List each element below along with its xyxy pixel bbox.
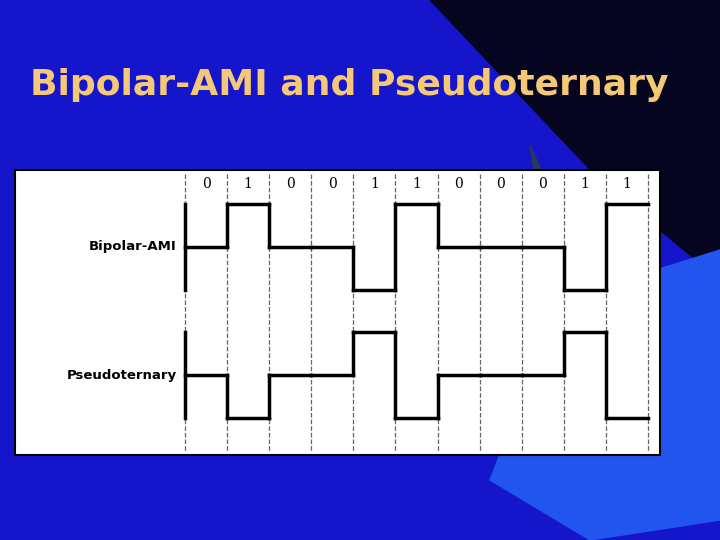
- Polygon shape: [530, 145, 590, 280]
- Text: 0: 0: [202, 177, 210, 191]
- Text: Bipolar-AMI and Pseudoternary: Bipolar-AMI and Pseudoternary: [30, 68, 668, 102]
- Text: 0: 0: [328, 177, 337, 191]
- Text: Bipolar-AMI: Bipolar-AMI: [89, 240, 177, 253]
- Text: Pseudoternary: Pseudoternary: [67, 369, 177, 382]
- Polygon shape: [430, 0, 720, 280]
- Bar: [15, 170, 660, 455]
- Text: 1: 1: [370, 177, 379, 191]
- Text: 1: 1: [623, 177, 631, 191]
- Text: 0: 0: [539, 177, 547, 191]
- Polygon shape: [490, 250, 720, 540]
- Text: 0: 0: [496, 177, 505, 191]
- Text: 1: 1: [243, 177, 253, 191]
- Text: 1: 1: [412, 177, 421, 191]
- Text: 0: 0: [454, 177, 463, 191]
- Text: 1: 1: [580, 177, 589, 191]
- Text: 0: 0: [286, 177, 294, 191]
